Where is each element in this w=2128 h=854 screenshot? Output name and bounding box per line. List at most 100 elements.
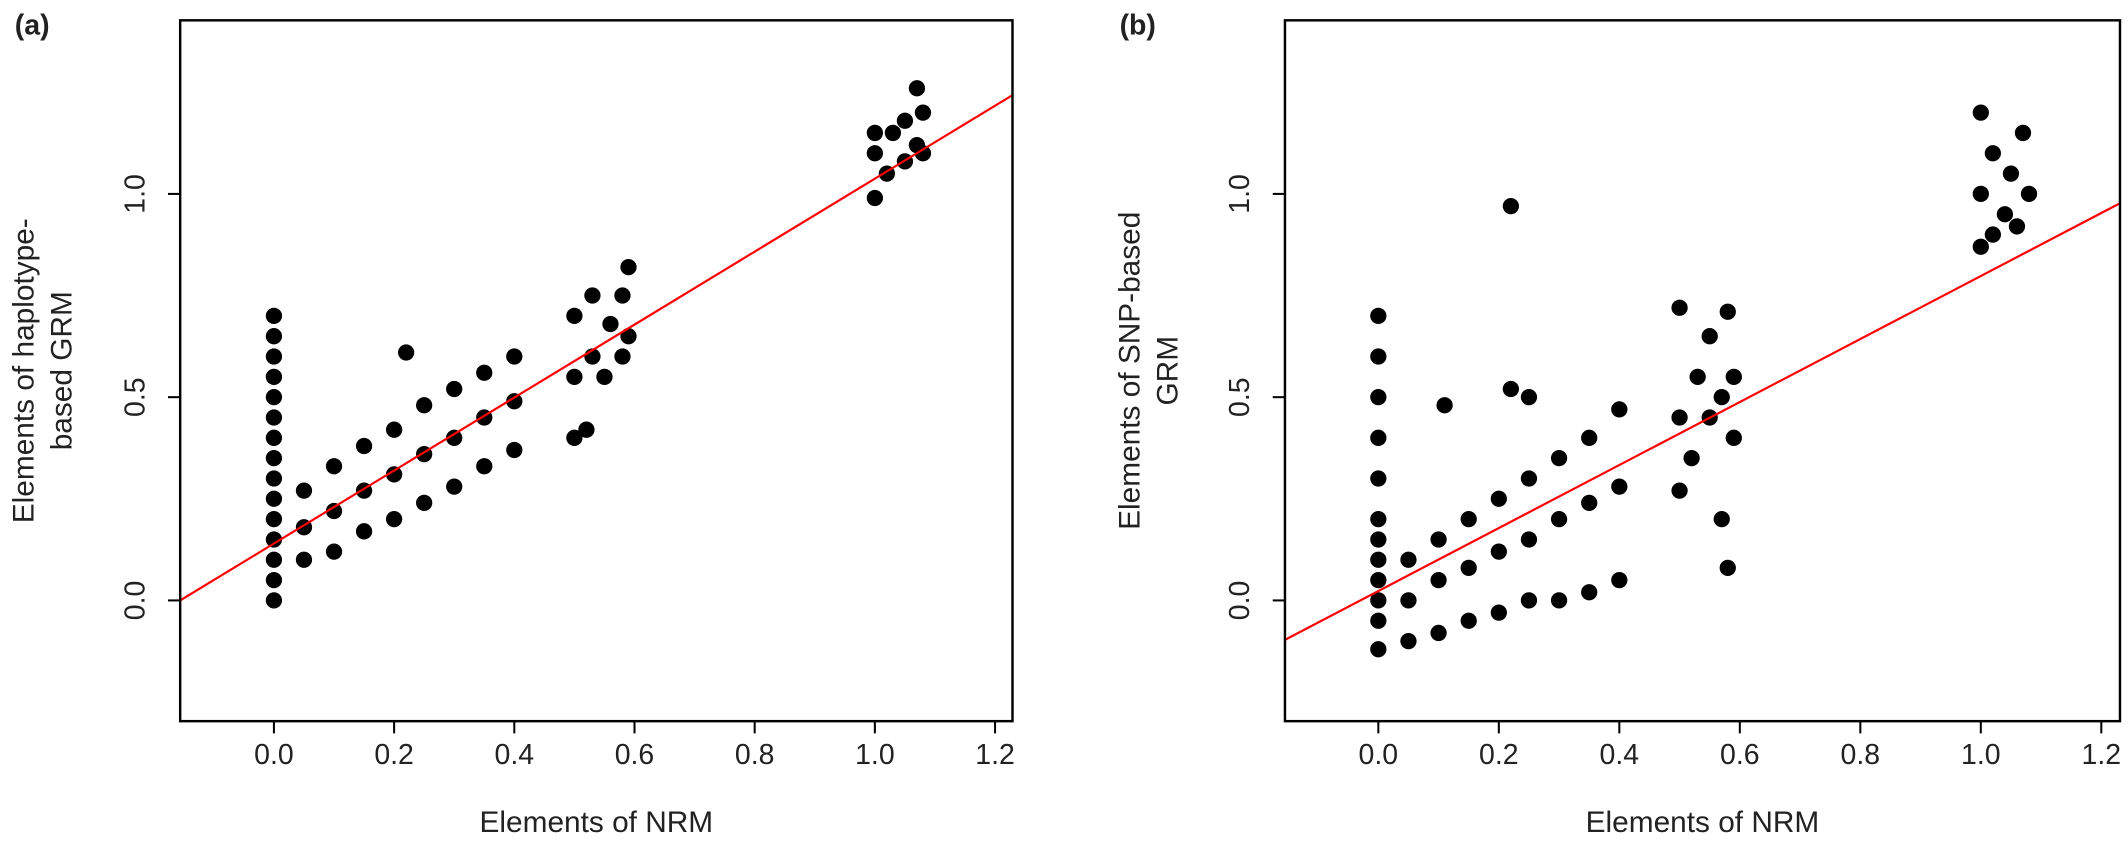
x-tick-label: 0.2 xyxy=(1479,739,1519,771)
point xyxy=(566,307,583,324)
point xyxy=(2014,124,2032,142)
x-tick-label: 0.8 xyxy=(1841,739,1881,771)
point xyxy=(620,328,637,345)
plot-frame xyxy=(178,19,1014,723)
point xyxy=(265,531,283,548)
point xyxy=(1689,368,1706,385)
fit-line xyxy=(180,94,1013,602)
point xyxy=(1671,299,1688,316)
point xyxy=(1713,389,1730,406)
point xyxy=(1370,531,1387,548)
point xyxy=(1370,551,1387,568)
point xyxy=(866,189,884,207)
point xyxy=(385,510,403,528)
point xyxy=(566,368,583,385)
point xyxy=(1430,571,1447,589)
point xyxy=(265,571,283,589)
y-tick-label: 1.0 xyxy=(119,174,151,214)
point xyxy=(914,104,932,121)
point xyxy=(566,429,583,446)
x-tick-label: 1.2 xyxy=(2082,739,2122,771)
point xyxy=(866,124,884,142)
plot-area xyxy=(1284,104,2120,658)
x-tick-label: 0.4 xyxy=(1600,739,1640,771)
point xyxy=(1713,510,1730,528)
point xyxy=(2002,165,2020,182)
y-axis-label: based GRM xyxy=(45,291,78,450)
point xyxy=(1370,429,1387,446)
y-tick-label: 1.0 xyxy=(1224,174,1256,214)
x-axis-label: Elements of NRM xyxy=(1586,806,1820,839)
x-tick-label: 1.0 xyxy=(1961,739,2001,771)
point xyxy=(1520,592,1538,609)
x-tick-label: 0.6 xyxy=(1720,739,1760,771)
point xyxy=(1490,543,1507,560)
point xyxy=(896,112,914,129)
point xyxy=(446,478,463,495)
point xyxy=(355,523,373,540)
x-tick-label: 1.2 xyxy=(975,739,1015,771)
x-tick-label: 0.4 xyxy=(495,739,535,771)
point xyxy=(1701,328,1718,345)
point xyxy=(416,397,433,414)
point xyxy=(295,551,313,568)
point xyxy=(1550,592,1568,609)
point xyxy=(506,441,523,459)
point xyxy=(620,258,637,276)
panel: (a) 0.0 0.2 0.4 0.6 0.8 1.0 1.2 0.0 0.5 1.0 Element… xyxy=(8,10,1015,839)
point xyxy=(265,328,283,345)
point xyxy=(265,389,283,406)
point xyxy=(506,393,523,410)
point xyxy=(1520,531,1538,548)
point xyxy=(1400,551,1417,568)
point xyxy=(1972,238,1989,255)
point xyxy=(1671,409,1688,426)
point xyxy=(1719,559,1736,577)
point xyxy=(265,409,283,426)
point xyxy=(446,429,463,446)
point xyxy=(1400,632,1417,650)
point xyxy=(1581,584,1598,601)
point xyxy=(2020,185,2038,203)
y-axis-label: Elements of SNP-based xyxy=(1114,212,1147,530)
fit-line xyxy=(1284,202,2120,641)
point xyxy=(476,364,493,381)
point xyxy=(602,315,619,333)
point xyxy=(2008,218,2026,235)
panel: (b) 0.0 0.2 0.4 0.6 0.8 1.0 1.2 0.0 0.5 1.0 Element… xyxy=(1114,10,2122,839)
point xyxy=(1611,478,1628,495)
point xyxy=(1520,470,1538,487)
point xyxy=(914,145,932,162)
point xyxy=(1984,226,2001,243)
point xyxy=(866,145,884,162)
point xyxy=(385,466,403,483)
point xyxy=(1370,592,1387,609)
point xyxy=(1370,612,1387,629)
point xyxy=(1370,571,1387,589)
panel-label: (b) xyxy=(1120,10,1156,42)
point xyxy=(265,592,283,609)
point xyxy=(1581,429,1598,446)
point xyxy=(1460,510,1477,528)
point xyxy=(1725,429,1742,446)
point xyxy=(265,490,283,507)
point xyxy=(1436,397,1453,414)
point xyxy=(1996,206,2014,223)
point xyxy=(265,450,283,467)
point xyxy=(1460,559,1477,577)
point xyxy=(1490,604,1507,621)
x-tick-label: 0.8 xyxy=(735,739,775,771)
point xyxy=(614,287,631,304)
point xyxy=(1370,307,1387,324)
y-tick-label: 0.0 xyxy=(1224,581,1256,621)
point xyxy=(578,421,595,438)
point xyxy=(265,470,283,487)
point xyxy=(1611,571,1628,589)
point xyxy=(265,510,283,528)
point xyxy=(265,348,283,365)
point xyxy=(265,368,283,385)
point xyxy=(1400,592,1417,609)
point xyxy=(1430,531,1447,548)
plot-frame xyxy=(1283,19,2122,723)
